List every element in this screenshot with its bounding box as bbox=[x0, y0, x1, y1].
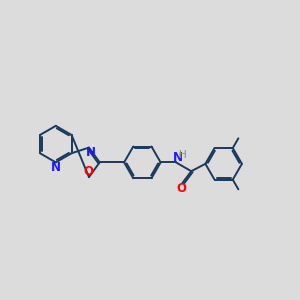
Text: N: N bbox=[85, 146, 95, 159]
Text: O: O bbox=[83, 165, 93, 178]
Text: O: O bbox=[176, 182, 186, 195]
Text: H: H bbox=[179, 150, 187, 160]
Text: N: N bbox=[51, 161, 61, 174]
Text: N: N bbox=[173, 152, 183, 164]
